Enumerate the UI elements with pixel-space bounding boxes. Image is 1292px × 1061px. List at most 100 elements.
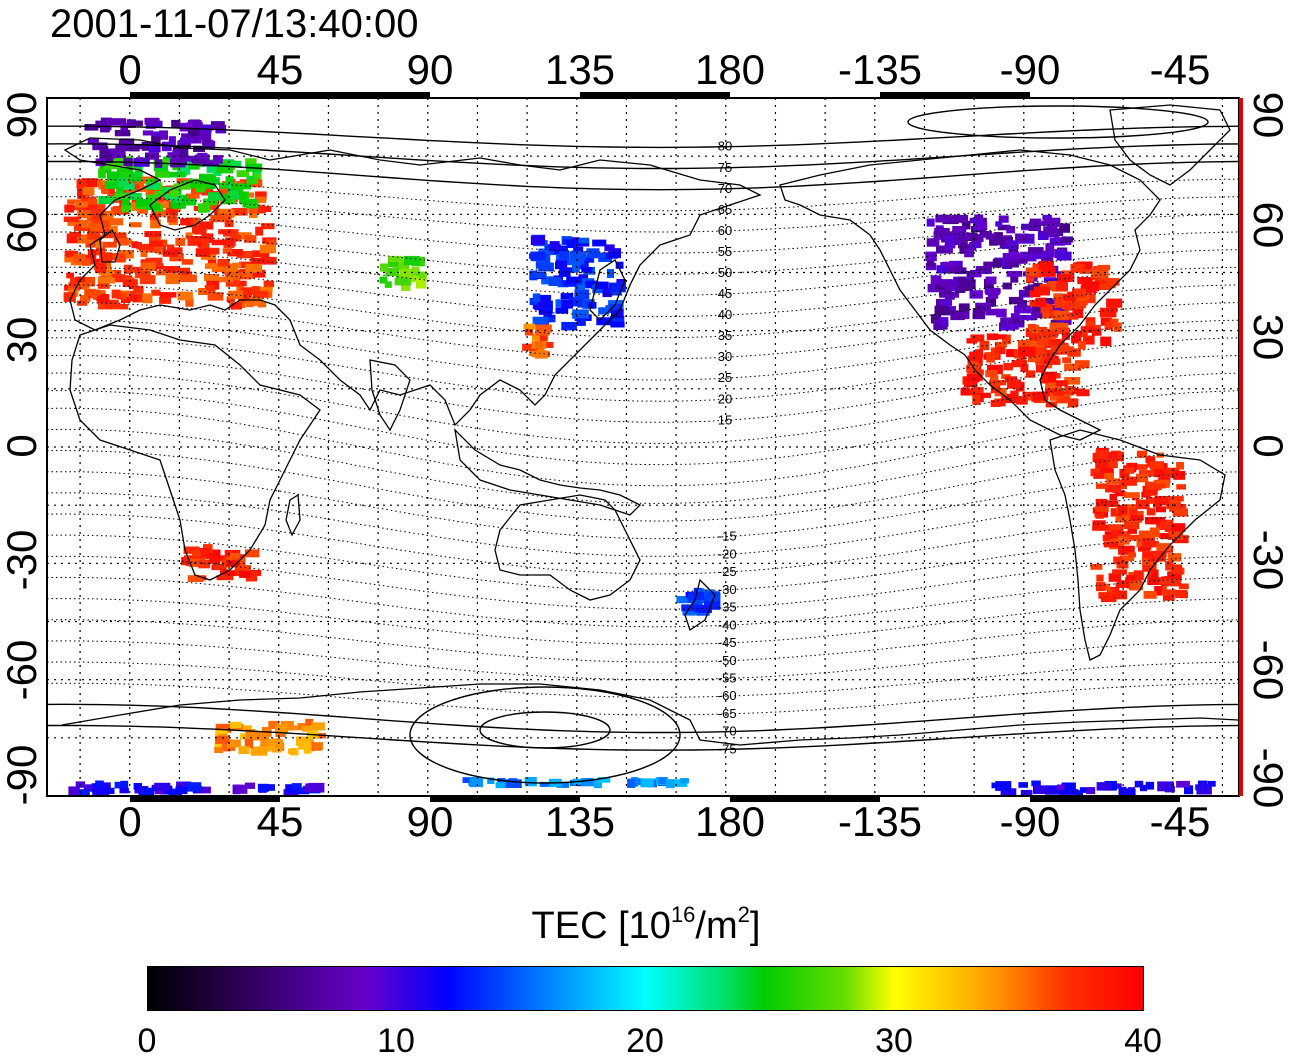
tec-cell <box>1094 279 1110 286</box>
tec-region <box>676 587 721 616</box>
tec-cell <box>1041 328 1058 338</box>
tec-cell <box>101 186 109 194</box>
tec-cell <box>148 145 161 153</box>
tec-cell <box>67 199 81 205</box>
tec-cell <box>385 268 399 277</box>
tec-cell <box>943 306 956 315</box>
tec-cell <box>296 736 310 746</box>
coastline-britain <box>99 228 121 263</box>
contour-label: 25 <box>718 370 732 385</box>
tec-cell <box>201 187 213 196</box>
tec-cell <box>176 781 191 790</box>
magnetic-pole-contour <box>907 105 1209 139</box>
tec-cell <box>142 787 155 796</box>
tec-cell <box>1006 349 1017 358</box>
tec-cell <box>1151 569 1159 578</box>
tec-cell <box>1028 335 1040 341</box>
tec-cell <box>274 724 289 734</box>
magnetic-contour <box>47 160 1240 191</box>
contour-label: -30 <box>718 582 737 597</box>
tec-cell <box>1030 276 1038 282</box>
tec-cell <box>216 575 234 581</box>
tec-cell <box>959 279 976 290</box>
tec-cell <box>113 193 128 199</box>
tec-cell <box>66 233 79 244</box>
tec-cell <box>964 248 974 258</box>
coastline-new-zealand <box>684 578 716 632</box>
tec-cell <box>992 236 1006 245</box>
tec-cell <box>990 375 999 383</box>
tec-cell <box>119 303 129 310</box>
tec-cell <box>80 276 96 287</box>
tec-cell <box>76 300 88 306</box>
tec-cell <box>1112 529 1123 536</box>
tec-cell <box>250 746 268 756</box>
tec-cell <box>1114 490 1126 497</box>
tec-cell <box>1018 346 1036 357</box>
tec-cell <box>593 779 602 789</box>
tec-cell <box>572 264 580 273</box>
tec-cell <box>1103 541 1119 548</box>
tec-cell <box>1036 364 1046 373</box>
tec-cell <box>129 145 140 152</box>
contour-label: -45 <box>718 635 737 650</box>
tec-cell <box>1164 467 1180 478</box>
tec-cell <box>263 280 275 288</box>
tec-cell <box>87 138 99 145</box>
tec-cell <box>606 269 614 278</box>
tec-cell <box>145 257 163 267</box>
tec-cell <box>1090 468 1103 477</box>
tec-cell <box>1085 320 1095 328</box>
tec-cell <box>223 570 240 577</box>
tec-cell <box>178 267 191 273</box>
tec-cell <box>246 301 254 308</box>
tec-cell <box>175 237 186 246</box>
tec-cell <box>188 178 201 189</box>
magnetic-contour <box>46 640 1240 681</box>
tec-cell <box>1092 324 1101 332</box>
tec-cell <box>1038 250 1055 258</box>
tec-cell <box>188 120 202 128</box>
tec-cell <box>555 307 569 314</box>
tec-cell <box>148 232 161 242</box>
tec-cell <box>122 279 138 287</box>
tec-cell <box>287 748 296 754</box>
tec-cell <box>250 570 258 580</box>
magnetic-contour <box>46 534 1240 593</box>
tec-cell <box>608 282 626 293</box>
tec-cell <box>68 205 86 211</box>
tec-cell <box>1133 570 1143 581</box>
tec-cell <box>121 202 131 213</box>
tec-cell <box>1108 573 1122 582</box>
tec-cell <box>962 220 971 230</box>
tec-cell <box>90 204 106 213</box>
magnetic-contour <box>46 492 1240 557</box>
tec-cell <box>991 782 1003 789</box>
tec-cell <box>186 782 202 792</box>
tec-cell <box>185 298 194 307</box>
tec-cell <box>963 233 971 240</box>
tec-cell <box>1167 531 1184 540</box>
tec-cell <box>1165 519 1174 527</box>
magnetic-contour <box>46 143 1240 170</box>
contour-label: 60 <box>718 223 732 238</box>
top-tick-label: 135 <box>544 46 616 93</box>
tec-cell <box>1106 452 1118 461</box>
tec-cell <box>252 269 266 278</box>
tec-cell <box>303 745 312 754</box>
colorbar-label: TEC [1016/m2] <box>531 902 761 948</box>
tec-cell <box>181 259 193 265</box>
tec-cell <box>108 218 124 226</box>
tec-cell <box>188 163 200 170</box>
tec-cell <box>187 236 203 246</box>
tec-cell <box>219 555 230 561</box>
tec-cell <box>1033 785 1046 794</box>
tec-cell <box>1145 781 1155 790</box>
tec-cell <box>65 250 74 258</box>
tec-cell <box>992 259 1002 268</box>
tec-cell <box>254 170 262 179</box>
tec-cell <box>260 256 277 265</box>
tec-cell <box>994 257 1012 267</box>
tec-cell <box>1090 563 1103 570</box>
tec-cell <box>1052 310 1069 321</box>
